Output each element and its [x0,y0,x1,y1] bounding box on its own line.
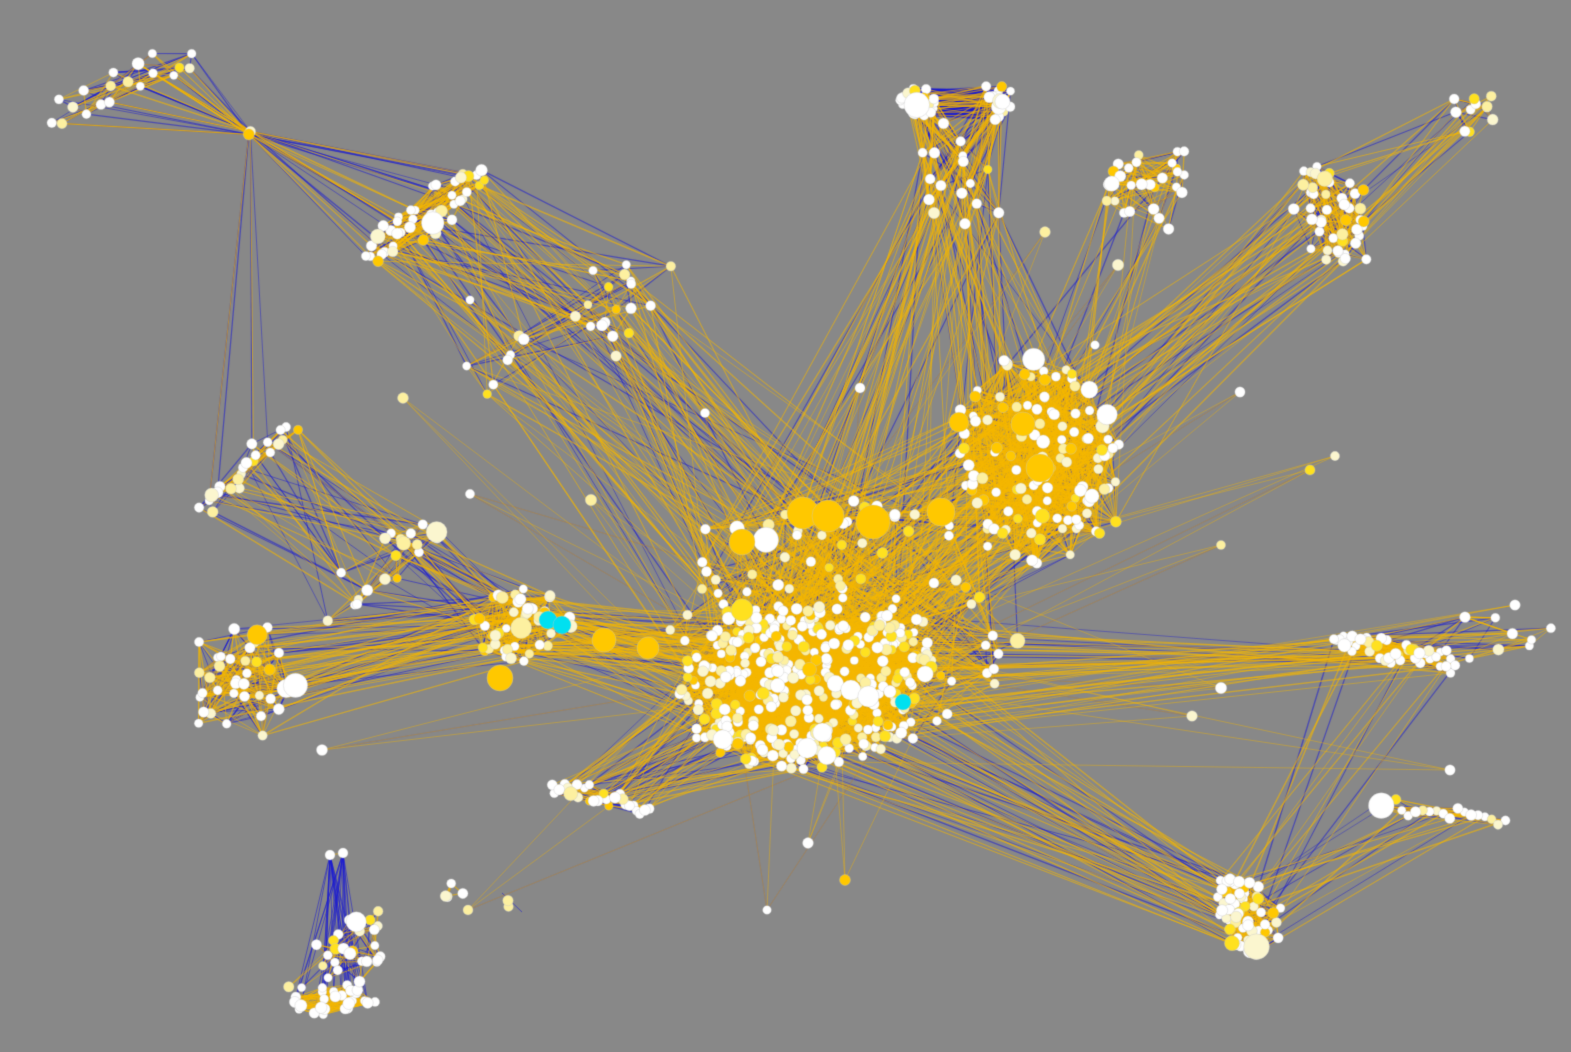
network-graph-canvas[interactable] [0,0,1571,1052]
graph-viewport[interactable] [0,0,1571,1052]
